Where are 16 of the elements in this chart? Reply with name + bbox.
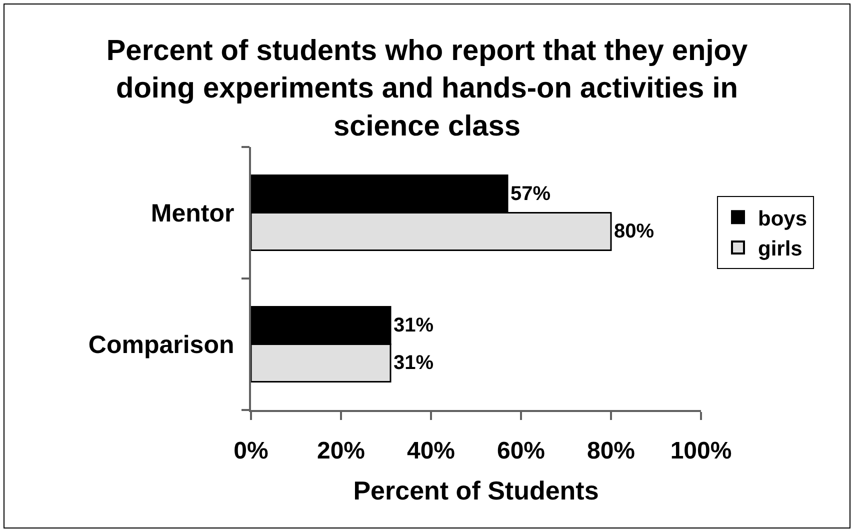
data-label: 31% <box>394 314 434 337</box>
legend-label: girls <box>758 238 802 261</box>
y-tick-label: Comparison <box>88 331 234 359</box>
x-axis-title: Percent of Students <box>353 476 599 506</box>
data-label: 57% <box>510 183 551 206</box>
x-tick-label: 20% <box>316 438 366 465</box>
data-label: 80% <box>614 220 654 242</box>
x-tick-label: 80% <box>586 438 636 465</box>
x-tick-label: 100% <box>670 438 732 465</box>
x-tick-label: 40% <box>406 438 456 465</box>
data-label: 31% <box>394 352 434 374</box>
y-tick-label: Mentor <box>150 200 235 228</box>
x-tick-label: 60% <box>496 438 546 465</box>
chart-title: Percent of students who report that they enjoy doing experiments and hands-on activities in science class <box>106 35 748 142</box>
x-tick-label: 0% <box>234 438 268 465</box>
legend-label: boys <box>758 207 808 230</box>
